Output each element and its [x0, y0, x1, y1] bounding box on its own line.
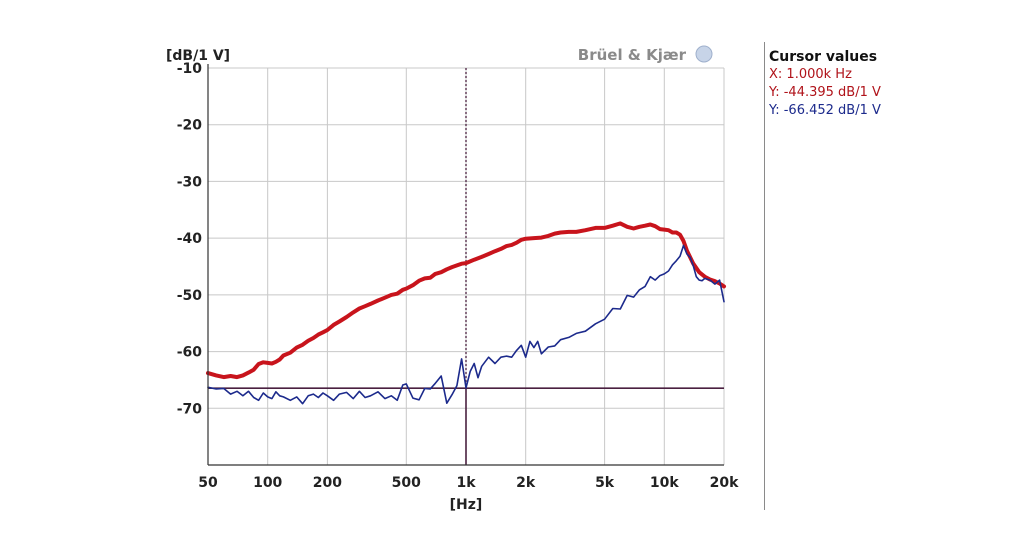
brand-logo: Brüel & Kjær — [578, 45, 713, 64]
grid — [207, 67, 725, 465]
x-tick-label: 10k — [650, 475, 679, 491]
axes — [207, 64, 724, 466]
y-tick-label: -60 — [177, 345, 203, 361]
tick-labels: 50 100 200 500 1k 2k 5k 10k 20k -10 -20 -30 -40 -50 -6… — [177, 61, 739, 491]
x-tick-label: 200 — [313, 475, 342, 491]
y-tick-label: -10 — [177, 61, 203, 77]
x-tick-label: 5k — [595, 475, 615, 491]
cursor-x-value: X: 1.000k Hz — [769, 67, 852, 82]
y-axis-label: [dB/1 V] — [166, 48, 230, 64]
y-tick-label: -50 — [177, 288, 203, 304]
x-tick-label: 2k — [516, 475, 536, 491]
series-line-red — [206, 221, 726, 380]
brand-text: Brüel & Kjær — [578, 46, 687, 64]
y-tick-label: -70 — [177, 401, 203, 417]
y-tick-label: -20 — [177, 118, 203, 134]
cursor-values-title: Cursor values — [769, 49, 878, 65]
x-tick-label: 100 — [253, 475, 282, 491]
x-tick-label: 50 — [198, 475, 218, 491]
y-tick-label: -40 — [177, 231, 203, 247]
y-tick-label: -30 — [177, 174, 203, 190]
brand-globe-icon — [695, 45, 713, 63]
cursor-y-value-blue: Y: -66.452 dB/1 V — [769, 103, 881, 118]
series-line-blue — [207, 244, 725, 405]
x-tick-label: 500 — [392, 475, 421, 491]
cursor-y-value-red: Y: -44.395 dB/1 V — [769, 85, 881, 100]
cursor-values-panel: Cursor values X: 1.000k Hz Y: -44.395 dB… — [769, 48, 909, 120]
x-tick-label: 20k — [710, 475, 739, 491]
x-axis-label: [Hz] — [450, 497, 483, 513]
x-tick-label: 1k — [456, 475, 476, 491]
panel-divider — [764, 42, 765, 510]
series-layer — [206, 221, 726, 405]
